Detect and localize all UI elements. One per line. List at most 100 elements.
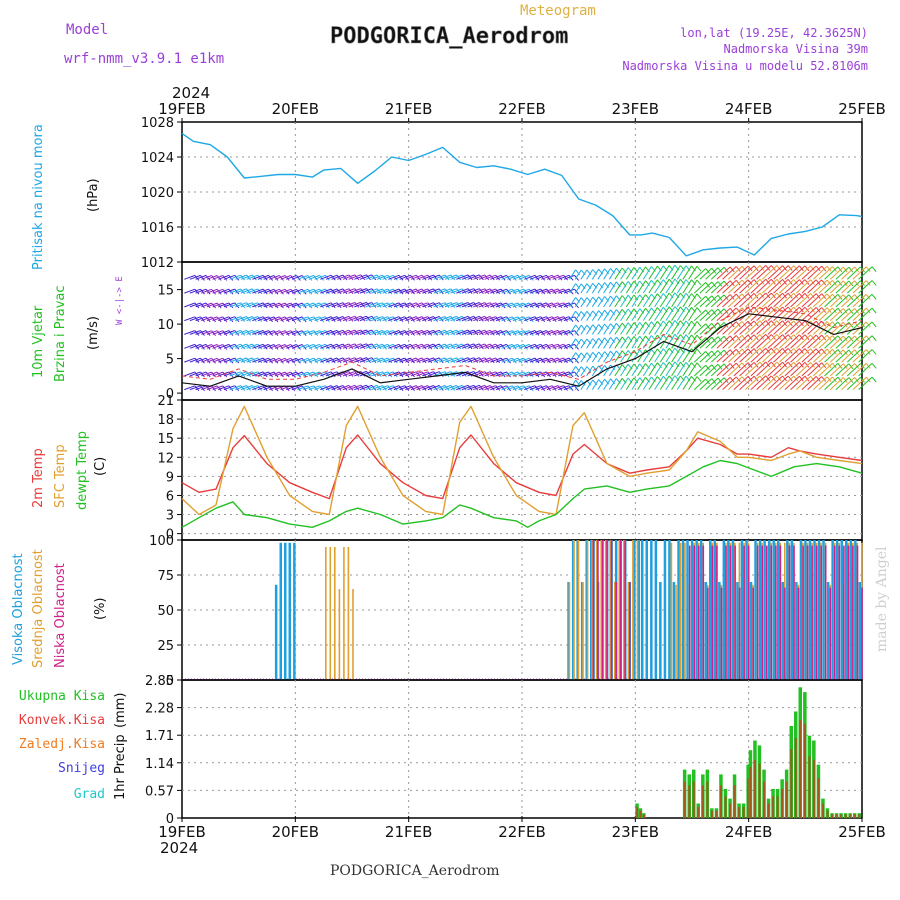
wind-barb-flag — [200, 385, 205, 392]
wind-barb — [393, 274, 405, 280]
wind-barb-flag — [711, 267, 717, 274]
wind-barb-flag — [205, 385, 211, 392]
wind-compass: W <-|-> E — [115, 276, 125, 325]
wind-barb-flag — [284, 371, 290, 378]
wind-barb — [569, 324, 577, 335]
low-cloud-bar — [824, 545, 827, 680]
wind-barb — [586, 379, 594, 390]
wind-barb — [263, 288, 275, 294]
wind-barb-flag — [348, 316, 354, 322]
wind-barb — [382, 357, 394, 363]
y-tick-label: 0 — [166, 812, 174, 827]
wind-barb-flag — [257, 274, 263, 281]
wind-barb-flag — [398, 302, 404, 309]
wind-barb-flag — [387, 288, 393, 295]
wind-barb — [427, 288, 440, 294]
wind-barb — [563, 316, 575, 322]
wind-barb-flag — [268, 316, 273, 323]
wind-barb — [518, 330, 530, 335]
wind-barb — [473, 288, 485, 294]
high-cloud-bar — [690, 540, 694, 680]
wind-barb-flag — [771, 265, 776, 271]
conv-precip-bar — [733, 785, 736, 818]
y-tick-label: 5 — [166, 353, 174, 368]
wind-barb-flag — [246, 302, 251, 309]
wind-barb-flag — [461, 288, 467, 295]
wind-barb-flag — [376, 385, 382, 391]
wind-barb — [512, 302, 524, 308]
wind-barb-flag — [815, 320, 821, 327]
wind-barb-flag — [776, 347, 782, 354]
wind-barb-flag — [216, 302, 222, 309]
wind-barb-flag — [832, 321, 837, 328]
wind-barb — [603, 337, 612, 349]
wind-barb-flag — [765, 278, 771, 285]
wind-barb — [467, 274, 480, 280]
wind-barb-flag — [551, 274, 557, 281]
wind-barb — [291, 275, 303, 280]
wind-barb-flag — [528, 371, 534, 378]
model-elevation-text: Nadmorska Visina u modelu 52.8106m — [622, 59, 868, 73]
wind-barb — [320, 329, 332, 335]
wind-barb-flag — [456, 329, 461, 336]
mid-cloud-bar — [347, 547, 350, 680]
wind-barb-flag — [484, 371, 490, 377]
wind-barb — [495, 371, 507, 377]
wind-barb — [586, 338, 594, 349]
wind-barb-flag — [348, 302, 354, 308]
wind-barb-flag — [511, 357, 517, 364]
wind-barb — [665, 347, 676, 363]
wind-barb-flag — [793, 279, 799, 285]
wind-barb — [240, 316, 253, 322]
conv-precip-bar — [697, 807, 700, 818]
wind-barb-flag — [240, 330, 246, 336]
wind-barb — [807, 320, 823, 335]
wind-barb-flag — [251, 288, 257, 295]
high-cloud-bar — [817, 540, 821, 680]
wind-barb — [280, 371, 291, 377]
wind-barb — [682, 279, 692, 294]
wind-barb-flag — [804, 348, 810, 354]
wind-barb-flag — [354, 384, 360, 391]
lonlat-text: lon,lat (19.25E, 42.3625N) — [680, 26, 868, 40]
wind-barb — [699, 267, 713, 280]
wind-barb-flag — [371, 288, 377, 295]
wind-barb-flag — [279, 371, 284, 378]
wind-barb-flag — [438, 357, 444, 364]
wind-barb-flag — [342, 302, 348, 309]
wind-barb-flag — [438, 385, 444, 391]
wind-barb-flag — [860, 349, 865, 356]
wind-barb — [433, 343, 446, 349]
wind-barb — [654, 293, 664, 308]
conv-precip-bar — [767, 803, 770, 818]
wind-barb — [286, 316, 297, 322]
wind-barb-flag — [325, 288, 330, 295]
wind-barb — [371, 288, 383, 294]
wind-barb-flag — [268, 330, 273, 336]
wind-barb — [574, 380, 582, 390]
wind-barb — [682, 362, 692, 377]
wind-barb — [642, 266, 652, 280]
wind-barb — [744, 278, 761, 294]
wind-barb-flag — [842, 308, 848, 314]
wind-barb-flag — [799, 265, 804, 272]
wind-barb — [790, 306, 806, 321]
wind-barb-flag — [771, 278, 776, 285]
wind-barb — [699, 309, 713, 321]
wind-barb — [535, 385, 547, 391]
wind-barb — [223, 357, 235, 363]
wind-barb — [756, 320, 772, 335]
wind-barb — [439, 315, 451, 322]
wind-barb — [778, 361, 795, 377]
cloud-unit: (%) — [93, 598, 108, 621]
wind-barb — [722, 293, 737, 308]
wind-barb — [416, 371, 428, 377]
wind-barb-flag — [705, 378, 711, 385]
wind-barb — [405, 371, 417, 377]
wind-barb — [478, 329, 491, 335]
wind-barb-flag — [200, 357, 205, 364]
wind-barb — [359, 315, 372, 322]
conv-precip-bar — [706, 781, 709, 818]
wind-barb — [829, 377, 844, 390]
wind-barb-flag — [246, 357, 251, 364]
